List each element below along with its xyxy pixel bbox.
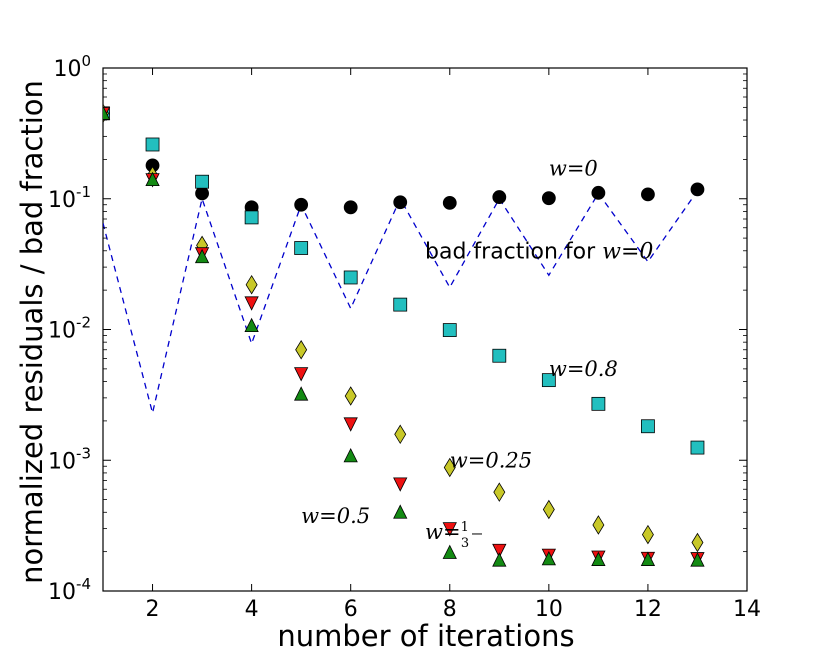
data-point-triangle-up <box>294 386 309 401</box>
x-tick-label: 10 <box>535 597 563 622</box>
data-point-square <box>195 174 209 189</box>
data-point-circle <box>393 195 408 210</box>
data-point-diamond <box>394 424 407 445</box>
y-axis-label: normalized residuals / bad fraction <box>15 80 49 584</box>
data-point-triangle-up <box>194 248 210 264</box>
annotation-w13: w=1 3 <box>425 520 469 551</box>
data-point-triangle-down <box>343 417 358 432</box>
y-tick-label: 10-2 <box>48 314 91 344</box>
data-point-circle <box>690 182 705 197</box>
data-point-triangle-up <box>103 105 111 120</box>
x-tick-label: 4 <box>245 597 259 622</box>
data-point-triangle-down <box>492 543 507 559</box>
data-point-diamond <box>245 274 258 295</box>
data-point-square <box>145 137 160 152</box>
annotation-w025: w=0.25 <box>450 449 532 473</box>
data-point-diamond <box>691 532 704 553</box>
data-point-diamond <box>295 339 308 360</box>
data-point-triangle-up <box>145 171 160 187</box>
data-point-triangle-up <box>343 447 358 463</box>
x-tick-label: 14 <box>733 597 761 622</box>
data-point-square <box>294 241 309 255</box>
data-point-triangle-up <box>640 551 656 566</box>
x-tick-label: 6 <box>344 597 358 622</box>
data-point-diamond <box>592 515 605 535</box>
data-point-triangle-up <box>591 551 606 566</box>
data-point-square <box>244 210 259 225</box>
data-point-square <box>690 440 705 455</box>
x-tick-label: 12 <box>634 597 662 622</box>
series-clip <box>103 103 705 567</box>
data-point-triangle-down <box>244 296 259 311</box>
series-triangle-up <box>103 105 705 567</box>
data-point-circle <box>541 191 556 206</box>
data-point-circle <box>195 186 209 201</box>
series-group <box>103 103 705 567</box>
axis-ticks: 2 4 6 8 10 12 14 10-4 10-3 10-2 10-1 100 <box>48 52 761 622</box>
data-point-diamond <box>493 482 506 502</box>
x-tick-label: 8 <box>443 597 457 622</box>
annotation-w08: w=0.8 <box>549 357 618 381</box>
annotation-w0: w=0 <box>549 157 598 181</box>
data-point-square <box>393 297 408 312</box>
data-point-diamond <box>344 386 357 406</box>
data-point-square <box>641 419 655 434</box>
data-point-diamond <box>443 457 456 478</box>
data-point-circle <box>294 197 309 212</box>
data-point-diamond <box>641 524 654 545</box>
data-point-square <box>442 323 457 337</box>
data-point-triangle-up <box>393 504 408 519</box>
plot-area <box>102 67 748 592</box>
data-point-square <box>591 396 606 411</box>
data-point-circle <box>442 195 457 210</box>
data-point-triangle-up <box>244 317 259 333</box>
data-point-diamond <box>542 499 555 520</box>
data-point-triangle-down <box>294 367 309 382</box>
x-axis-label: number of iterations <box>277 619 574 653</box>
data-point-circle <box>641 187 655 202</box>
y-tick-label: 10-3 <box>48 444 91 474</box>
data-point-triangle-up <box>690 552 705 567</box>
y-tick-label: 100 <box>53 52 91 82</box>
data-point-circle <box>343 200 358 215</box>
y-tick-label: 10-4 <box>48 575 91 605</box>
y-tick-label: 10-1 <box>48 183 91 213</box>
data-point-triangle-down <box>393 477 408 492</box>
plot-frame <box>102 67 748 592</box>
annotation-bad: bad fraction for w=0 <box>425 239 653 264</box>
data-point-circle <box>591 185 606 200</box>
data-point-square <box>541 373 556 388</box>
annotations: w=0 bad fraction for w=0 w=0.8 w=0.25 w=0.5 w… <box>301 157 653 551</box>
series-diamond <box>103 103 704 553</box>
data-point-triangle-up <box>442 544 457 559</box>
data-point-square <box>492 348 507 363</box>
annotation-w05: w=0.5 <box>301 504 370 528</box>
series-square <box>103 106 705 455</box>
data-point-circle <box>492 190 507 204</box>
data-point-triangle-down <box>442 522 457 537</box>
data-point-triangle-up <box>541 551 556 566</box>
x-tick-label: 2 <box>146 597 160 622</box>
data-point-triangle-up <box>492 552 507 567</box>
data-point-square <box>343 270 358 285</box>
